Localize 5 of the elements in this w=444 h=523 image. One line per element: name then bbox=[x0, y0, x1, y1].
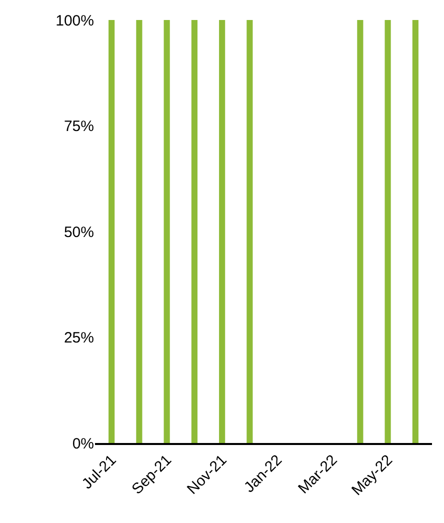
y-tick-label: 100% bbox=[56, 12, 94, 30]
y-tick-label: 25% bbox=[64, 330, 94, 346]
y-tick-label: 50% bbox=[64, 224, 94, 241]
y-tick-label: 75% bbox=[64, 118, 94, 135]
y-tick-label: 0% bbox=[72, 435, 94, 452]
